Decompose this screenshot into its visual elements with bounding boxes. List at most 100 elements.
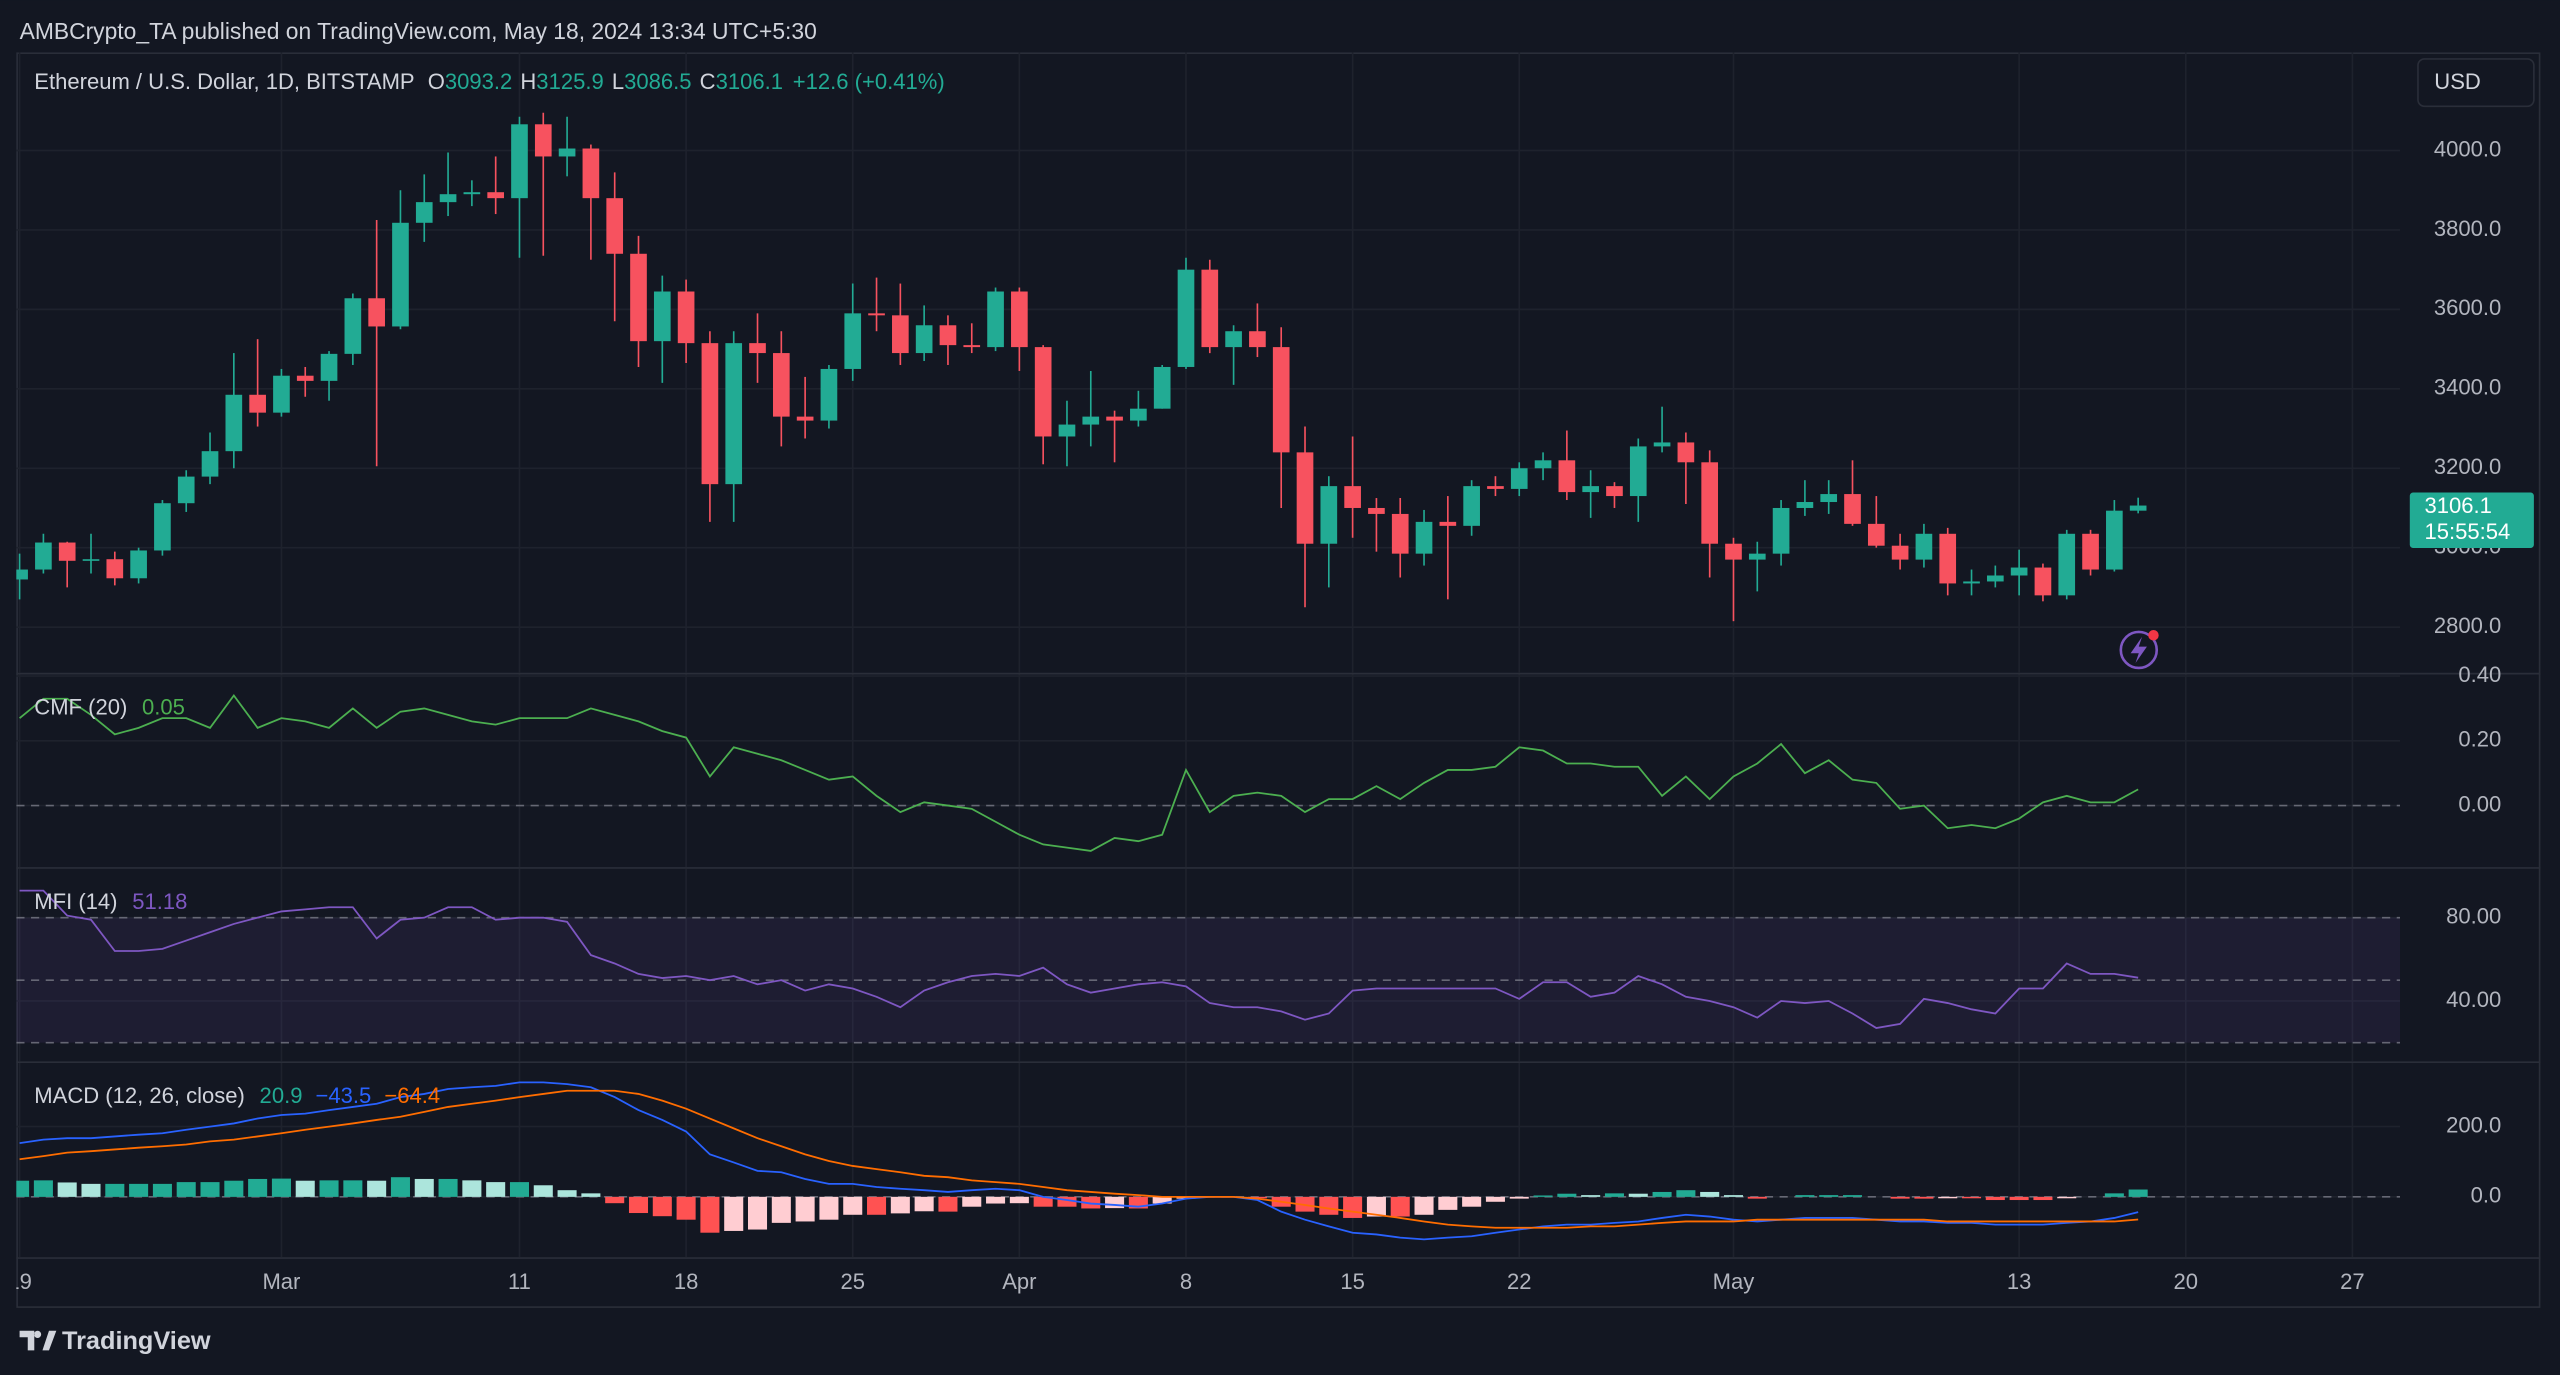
currency-label[interactable]: USD xyxy=(2434,69,2481,94)
x-tick-label: May xyxy=(1713,1269,1755,1294)
histogram-bar xyxy=(1343,1196,1363,1218)
histogram-bar xyxy=(176,1182,196,1197)
histogram-bar xyxy=(938,1196,958,1212)
legend-text: 3125.9 xyxy=(536,69,603,94)
brand-logo-mark[interactable] xyxy=(19,1330,57,1351)
legend-text: 51.18 xyxy=(132,889,187,914)
histogram-bar xyxy=(819,1196,839,1220)
legend-text: C xyxy=(700,69,716,94)
histogram-bar xyxy=(1700,1191,1720,1197)
x-tick-label: 15 xyxy=(1340,1269,1365,1294)
alert-icon-ring[interactable] xyxy=(2119,630,2159,670)
candle-body xyxy=(201,451,219,477)
candle-body xyxy=(249,394,266,413)
histogram-bar xyxy=(152,1183,172,1197)
candle-body xyxy=(1368,507,1385,514)
candle-body xyxy=(463,192,481,195)
candle-body xyxy=(415,202,433,223)
candle-body xyxy=(16,569,28,580)
y-tick-label: 3200.0 xyxy=(2434,454,2501,479)
currency-button-box[interactable] xyxy=(2417,58,2535,108)
histogram-bar xyxy=(1890,1196,1910,1199)
histogram-bar xyxy=(1438,1196,1458,1210)
brand-logo[interactable]: TradingView xyxy=(19,1327,211,1355)
histogram-bar xyxy=(986,1196,1006,1204)
candle-body xyxy=(1130,408,1147,421)
histogram-bar xyxy=(724,1196,744,1231)
histogram-bar xyxy=(200,1182,220,1197)
candle-body xyxy=(1225,331,1242,348)
histogram-bar xyxy=(605,1196,625,1204)
histogram-bar xyxy=(533,1185,553,1197)
candle-body xyxy=(154,503,171,551)
legend-text: MACD (12, 26, close) xyxy=(34,1083,245,1108)
candle-body xyxy=(511,124,528,199)
candle-body xyxy=(1915,533,1933,560)
histogram-bar xyxy=(57,1182,77,1197)
candle-body xyxy=(915,325,933,354)
candle-body xyxy=(1582,486,1599,493)
candle-body xyxy=(1629,446,1647,497)
candle-body xyxy=(1249,331,1266,348)
histogram-bar xyxy=(1723,1195,1744,1197)
y-tick-label: 80.00 xyxy=(2446,903,2501,928)
candle-body xyxy=(1796,502,1814,508)
candle-body xyxy=(1986,575,2004,582)
histogram-bar xyxy=(843,1196,863,1215)
publish-info: AMBCrypto_TA published on TradingView.co… xyxy=(20,18,817,44)
candle-body xyxy=(344,298,362,354)
alert-icon[interactable] xyxy=(2119,630,2159,670)
candle-body xyxy=(1725,543,1742,560)
candle-body xyxy=(987,291,1004,348)
histogram-bar xyxy=(438,1178,458,1197)
histogram-bar xyxy=(509,1182,529,1197)
legend-text: Ethereum / U.S. Dollar, 1D, BITSTAMP xyxy=(34,69,414,94)
histogram-bar xyxy=(1819,1195,1839,1197)
histogram-bar xyxy=(16,1180,30,1197)
histogram-bar xyxy=(1033,1196,1053,1207)
histogram-bar xyxy=(414,1178,434,1197)
histogram-bar xyxy=(652,1196,672,1217)
alert-icon-bolt[interactable] xyxy=(2130,636,2147,664)
histogram-bar xyxy=(224,1180,244,1197)
histogram-bar xyxy=(295,1180,315,1197)
candle-body xyxy=(1320,486,1338,544)
candle-body xyxy=(1772,507,1790,554)
histogram-bar xyxy=(2009,1196,2029,1201)
legend-text: 0.05 xyxy=(142,695,185,720)
pane xyxy=(16,52,2400,673)
currency-button[interactable]: USD xyxy=(2417,58,2535,108)
candle-body xyxy=(892,315,909,354)
candle-body xyxy=(963,345,981,348)
x-tick-label: 20 xyxy=(2174,1269,2199,1294)
candle-body xyxy=(1082,416,1100,425)
histogram-bar xyxy=(628,1196,649,1214)
candle-body xyxy=(701,343,719,485)
histogram-bar xyxy=(486,1182,506,1197)
brand-name[interactable]: TradingView xyxy=(62,1327,211,1355)
candle-body xyxy=(1344,486,1361,508)
candle-body xyxy=(225,394,243,452)
candle-body xyxy=(1415,521,1433,554)
candle-body xyxy=(1201,269,1219,348)
candle-body xyxy=(1510,468,1528,489)
histogram-bar xyxy=(105,1183,125,1197)
candle-body xyxy=(796,416,814,421)
alert-icon-dot[interactable] xyxy=(2148,630,2159,641)
candle-body xyxy=(1844,494,1861,524)
histogram-bar xyxy=(1152,1196,1172,1204)
indicator-line xyxy=(19,693,2139,852)
candle-body xyxy=(1558,460,1576,493)
x-tick-label: 18 xyxy=(674,1269,699,1294)
histogram-bar xyxy=(700,1196,720,1233)
legend-text: −64.4 xyxy=(384,1083,440,1108)
histogram-bar xyxy=(1581,1195,1601,1197)
candle-body xyxy=(677,291,695,344)
candle-body xyxy=(772,353,790,417)
histogram-bar xyxy=(1366,1196,1386,1217)
histogram-bar xyxy=(1962,1196,1982,1199)
candle-body xyxy=(582,148,600,199)
histogram-bar xyxy=(1557,1193,1577,1197)
histogram-bar xyxy=(1842,1195,1863,1197)
